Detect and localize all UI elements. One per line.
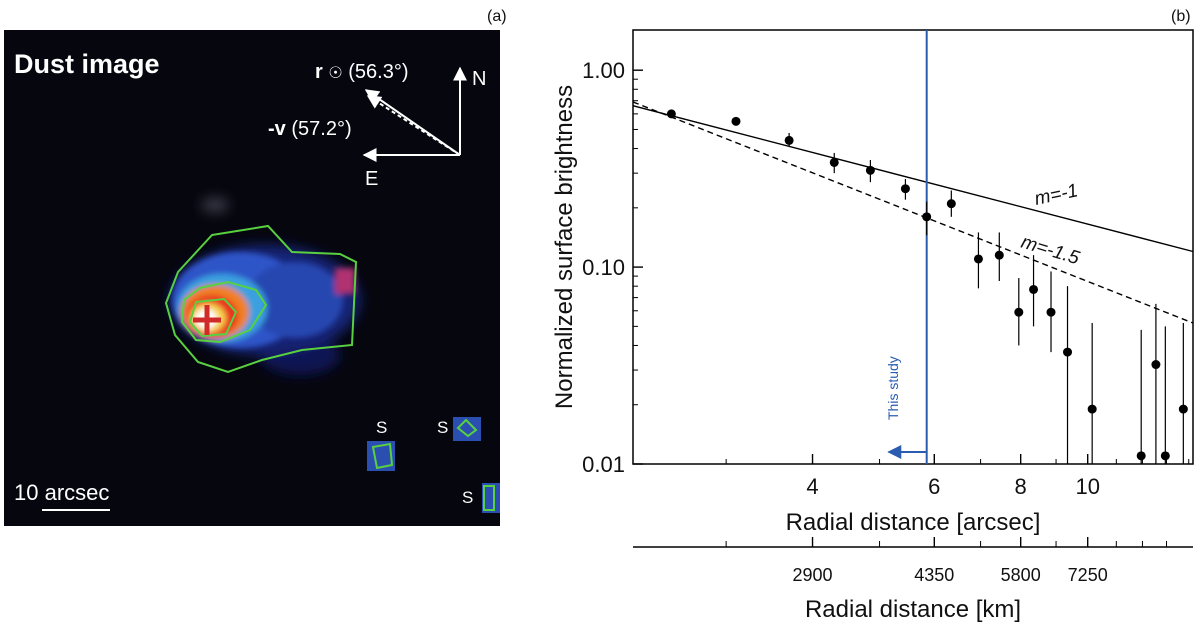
data-point: [973, 254, 983, 264]
line-label-m1: m=-1: [1033, 180, 1080, 210]
star-contour-3: [483, 485, 495, 511]
panel-a-label: (a): [487, 8, 507, 25]
star-mark-3: S: [462, 488, 473, 507]
sun-direction-label: r ☉ (56.3°): [315, 61, 409, 83]
fit-line-m1: [632, 105, 1194, 253]
radial-profile-panel: (b) 1.00 0.10 0.01 4 6 8 10 Normalized surfac…: [551, 8, 1194, 623]
contour-mid: [180, 280, 268, 344]
dust-coma: [172, 252, 355, 348]
data-point: [1178, 404, 1188, 414]
data-point: [900, 184, 910, 194]
data-point: [1046, 307, 1056, 317]
x-tick-label: 10: [1075, 474, 1099, 499]
data-point: [1029, 284, 1039, 294]
compass-east-label: E: [365, 168, 378, 190]
data-point: [865, 165, 875, 175]
data-point: [666, 109, 676, 119]
x2-tick-label: 5800: [1001, 565, 1041, 585]
plot-marks: [632, 30, 1194, 464]
y-axis-ticks: 1.00 0.10 0.01: [582, 58, 643, 477]
contour-inner: [188, 297, 238, 338]
velocity-direction-arrow: [366, 95, 461, 156]
data-point: [1087, 404, 1097, 414]
x-tick-label: 8: [1015, 474, 1027, 499]
y-tick-label: 1.00: [582, 58, 625, 83]
x2-tick-label: 7250: [1068, 565, 1108, 585]
y-axis-label: Normalized surface brightness: [551, 85, 578, 409]
data-point: [922, 212, 932, 222]
data-point: [784, 135, 794, 145]
data-point: [1136, 451, 1146, 461]
panel-b-label: (b): [1171, 8, 1191, 25]
x-tick-label: 6: [928, 474, 940, 499]
y-tick-label: 0.10: [582, 255, 625, 280]
data-point: [1014, 307, 1024, 317]
star-mark-1: S: [376, 418, 387, 437]
star-contour-1: [371, 442, 394, 470]
data-point: [1063, 347, 1073, 357]
data-point: [731, 116, 741, 126]
dust-image-title: Dust image: [14, 49, 160, 79]
secondary-x-axis-label: Radial distance [km]: [805, 596, 1021, 623]
compass-north-label: N: [472, 68, 486, 90]
data-point: [946, 199, 956, 209]
data-point: [1160, 451, 1170, 461]
star-contour-2: [456, 418, 478, 438]
secondary-x-axis-ticks: 2900 4350 5800 7250: [725, 537, 1167, 585]
x2-tick-label: 4350: [914, 565, 954, 585]
data-point: [994, 250, 1004, 260]
star-mark-2: S: [437, 418, 448, 437]
star-patch-3: [482, 483, 500, 513]
line-label-m15: m=-1.5: [1019, 232, 1083, 270]
x-axis-ticks: 4 6 8 10: [725, 454, 1190, 499]
compass: [362, 66, 467, 162]
x2-tick-label: 2900: [793, 565, 833, 585]
fit-line-m15: [632, 101, 1194, 324]
scale-bar-label: 10 arcsec: [14, 480, 109, 505]
data-point: [1151, 360, 1161, 370]
plot-frame: [632, 29, 1194, 465]
x-axis-label: Radial distance [arcsec]: [786, 509, 1041, 536]
nucleus-cross-marker: [193, 305, 221, 335]
data-point: [829, 157, 839, 167]
dust-image-panel: (a) S: [4, 8, 507, 526]
contour-outer: [164, 224, 358, 374]
x-tick-label: 4: [806, 474, 818, 499]
this-study-label: This study: [885, 356, 901, 420]
y-tick-label: 0.01: [582, 452, 625, 477]
velocity-direction-label: -v (57.2°): [268, 118, 352, 140]
